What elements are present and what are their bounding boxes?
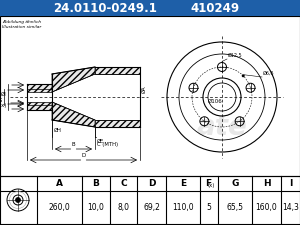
Bar xyxy=(0,0,300,16)
Text: 5: 5 xyxy=(207,203,212,212)
Text: 410249: 410249 xyxy=(190,2,240,14)
Text: C (MTH): C (MTH) xyxy=(97,142,118,147)
Text: Ø106: Ø106 xyxy=(208,99,222,104)
Text: ØH: ØH xyxy=(54,128,62,133)
Text: 8,0: 8,0 xyxy=(118,203,130,212)
Text: A: A xyxy=(56,179,63,188)
Text: Illustration similar: Illustration similar xyxy=(2,25,41,29)
Text: 160,0: 160,0 xyxy=(256,203,278,212)
Text: 14,3: 14,3 xyxy=(282,203,299,212)
Text: H: H xyxy=(263,179,270,188)
Text: G: G xyxy=(231,179,239,188)
Text: 260,0: 260,0 xyxy=(49,203,70,212)
Polygon shape xyxy=(52,67,95,92)
Text: ØI: ØI xyxy=(1,92,7,97)
Text: Ø6,6: Ø6,6 xyxy=(263,71,275,76)
Polygon shape xyxy=(52,102,95,127)
Text: Ø12,5: Ø12,5 xyxy=(228,53,243,58)
Text: B: B xyxy=(72,142,75,147)
Text: F: F xyxy=(205,179,211,188)
Text: C: C xyxy=(120,179,127,188)
Text: ØE: ØE xyxy=(97,139,104,144)
Circle shape xyxy=(242,74,245,77)
Text: 110,0: 110,0 xyxy=(172,203,194,212)
Text: E: E xyxy=(180,179,186,188)
Bar xyxy=(95,120,140,127)
Bar xyxy=(27,84,52,92)
Circle shape xyxy=(16,198,20,203)
Bar xyxy=(95,67,140,74)
Text: ate: ate xyxy=(196,113,247,141)
Text: Abbildung ähnlich: Abbildung ähnlich xyxy=(2,20,41,24)
Text: I: I xyxy=(289,179,292,188)
Bar xyxy=(0,16,300,176)
Text: D: D xyxy=(148,179,155,188)
Text: ØA: ØA xyxy=(142,85,147,93)
Text: ØG: ØG xyxy=(0,97,3,103)
Text: 69,2: 69,2 xyxy=(143,203,160,212)
Text: 65,5: 65,5 xyxy=(226,203,244,212)
Text: 10,0: 10,0 xyxy=(88,203,104,212)
Bar xyxy=(27,102,52,110)
Text: 24.0110-0249.1: 24.0110-0249.1 xyxy=(53,2,157,14)
Text: (x): (x) xyxy=(208,182,215,187)
Text: B: B xyxy=(93,179,99,188)
Text: D: D xyxy=(81,153,86,158)
Text: F(x): F(x) xyxy=(0,103,7,108)
